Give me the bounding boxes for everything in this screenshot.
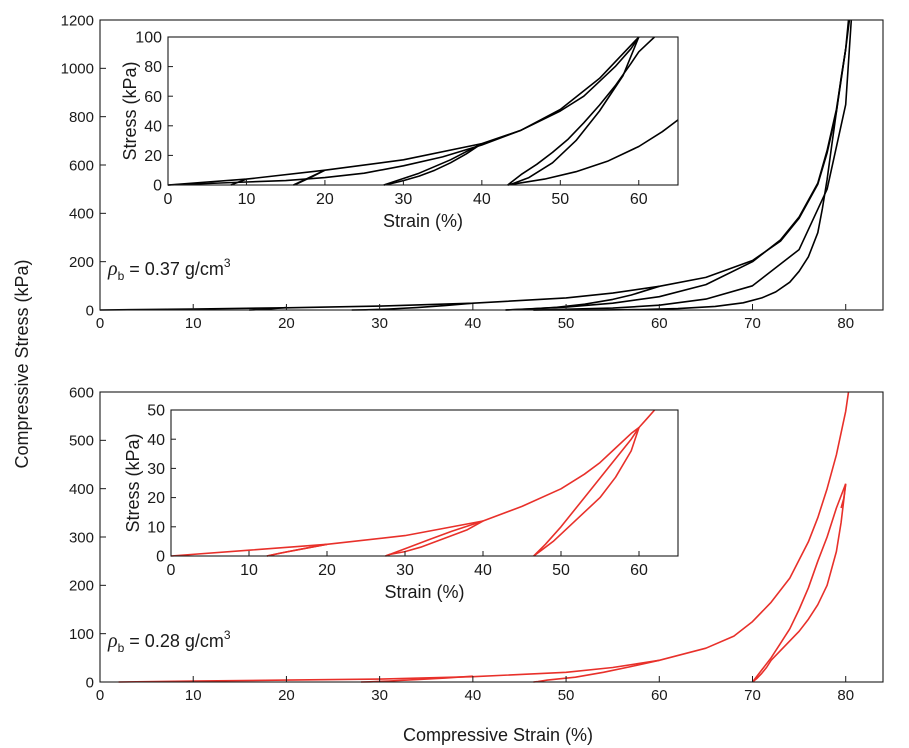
x-tick-label: 10: [240, 562, 258, 579]
y-tick-label: 0: [86, 674, 94, 691]
y-tick-label: 20: [144, 148, 162, 165]
x-tick-label: 40: [465, 315, 482, 332]
inset-y-axis-title: Stress (kPa): [123, 433, 143, 532]
y-tick-label: 40: [144, 118, 162, 135]
y-tick-label: 400: [69, 481, 94, 498]
series-line-2: [533, 427, 640, 557]
x-tick-label: 80: [837, 687, 854, 704]
x-tick-label: 0: [167, 562, 176, 579]
y-tick-label: 20: [147, 490, 165, 507]
inset-x-axis-title: Strain (%): [383, 211, 463, 231]
series-line-1: [533, 427, 640, 557]
x-tick-label: 60: [651, 315, 668, 332]
x-tick-label: 70: [744, 315, 761, 332]
y-tick-label: 60: [144, 89, 162, 106]
x-tick-label: 40: [474, 562, 492, 579]
x-tick-label: 80: [837, 315, 854, 332]
series-line-2: [507, 36, 656, 186]
y-tick-label: 50: [147, 403, 165, 420]
x-tick-label: 60: [651, 687, 668, 704]
y-tick-label: 400: [69, 206, 94, 223]
y-tick-label: 30: [147, 461, 165, 478]
x-tick-label: 40: [473, 191, 491, 208]
series-line-5: [840, 483, 847, 509]
y-tick-label: 600: [69, 157, 94, 174]
y-tick-label: 80: [144, 59, 162, 76]
density-annotation: ρb = 0.28 g/cm3: [107, 628, 231, 655]
y-tick-label: 500: [69, 433, 94, 450]
y-tick-label: 10: [147, 519, 165, 536]
y-tick-label: 1200: [61, 12, 94, 29]
x-tick-label: 20: [316, 191, 334, 208]
x-tick-label: 30: [396, 562, 414, 579]
plot-frame: [167, 36, 679, 186]
x-tick-label: 10: [185, 687, 202, 704]
x-tick-label: 50: [551, 191, 569, 208]
x-tick-label: 50: [558, 315, 575, 332]
x-tick-label: 0: [96, 687, 104, 704]
series-line-4: [751, 483, 847, 683]
top-inset-plot: 0 10 20 30 40 50 60 0 20 40 60 80 100 Strain (%) Stres…: [120, 30, 679, 231]
x-tick-label: 10: [238, 191, 256, 208]
y-tick-label: 0: [86, 302, 94, 319]
plot-area: [168, 37, 678, 185]
y-tick-label: 1000: [61, 61, 94, 78]
y-tick-label: 800: [69, 109, 94, 126]
inset-x-axis-title: Strain (%): [384, 582, 464, 602]
shared-y-axis-title: Compressive Stress (kPa): [12, 259, 32, 468]
density-annotation: ρb = 0.37 g/cm3: [107, 256, 231, 283]
series-line-8: [230, 178, 247, 186]
x-tick-label: 50: [552, 562, 570, 579]
x-tick-label: 70: [744, 687, 761, 704]
x-tick-label: 0: [164, 191, 173, 208]
x-tick-label: 30: [394, 191, 412, 208]
series-line-9: [507, 119, 679, 186]
y-tick-label: 100: [69, 626, 94, 643]
x-tick-label: 20: [278, 315, 295, 332]
y-tick-label: 600: [69, 384, 94, 401]
series-line-3: [751, 483, 847, 683]
y-tick-label: 300: [69, 529, 94, 546]
x-tick-label: 30: [371, 315, 388, 332]
x-tick-label: 40: [465, 687, 482, 704]
y-tick-label: 0: [156, 549, 165, 566]
y-tick-label: 200: [69, 254, 94, 271]
series-line-4: [385, 520, 484, 557]
y-tick-label: 100: [135, 30, 162, 47]
series-line-5: [383, 142, 483, 186]
x-tick-label: 30: [371, 687, 388, 704]
series-line-7: [293, 169, 326, 186]
x-tick-label: 60: [630, 562, 648, 579]
x-tick-label: 20: [278, 687, 295, 704]
x-tick-label: 20: [318, 562, 336, 579]
y-tick-label: 40: [147, 432, 165, 449]
series-line-4: [533, 19, 853, 311]
x-tick-label: 0: [96, 315, 104, 332]
y-tick-label: 0: [153, 178, 162, 195]
series-line-4: [383, 142, 483, 186]
series-line-6: [266, 543, 328, 557]
x-tick-label: 50: [558, 687, 575, 704]
x-tick-label: 10: [185, 315, 202, 332]
y-tick-label: 200: [69, 578, 94, 595]
x-tick-label: 60: [630, 191, 648, 208]
inset-y-axis-title: Stress (kPa): [120, 61, 140, 160]
bottom-inset-plot: 0 10 20 30 40 50 60 0 10 20 30 40 50 Strain (%) Stress…: [123, 403, 679, 602]
plot-frame: [170, 409, 679, 557]
shared-x-axis-title: Compressive Strain (%): [403, 725, 593, 745]
plot-area: [171, 410, 678, 556]
